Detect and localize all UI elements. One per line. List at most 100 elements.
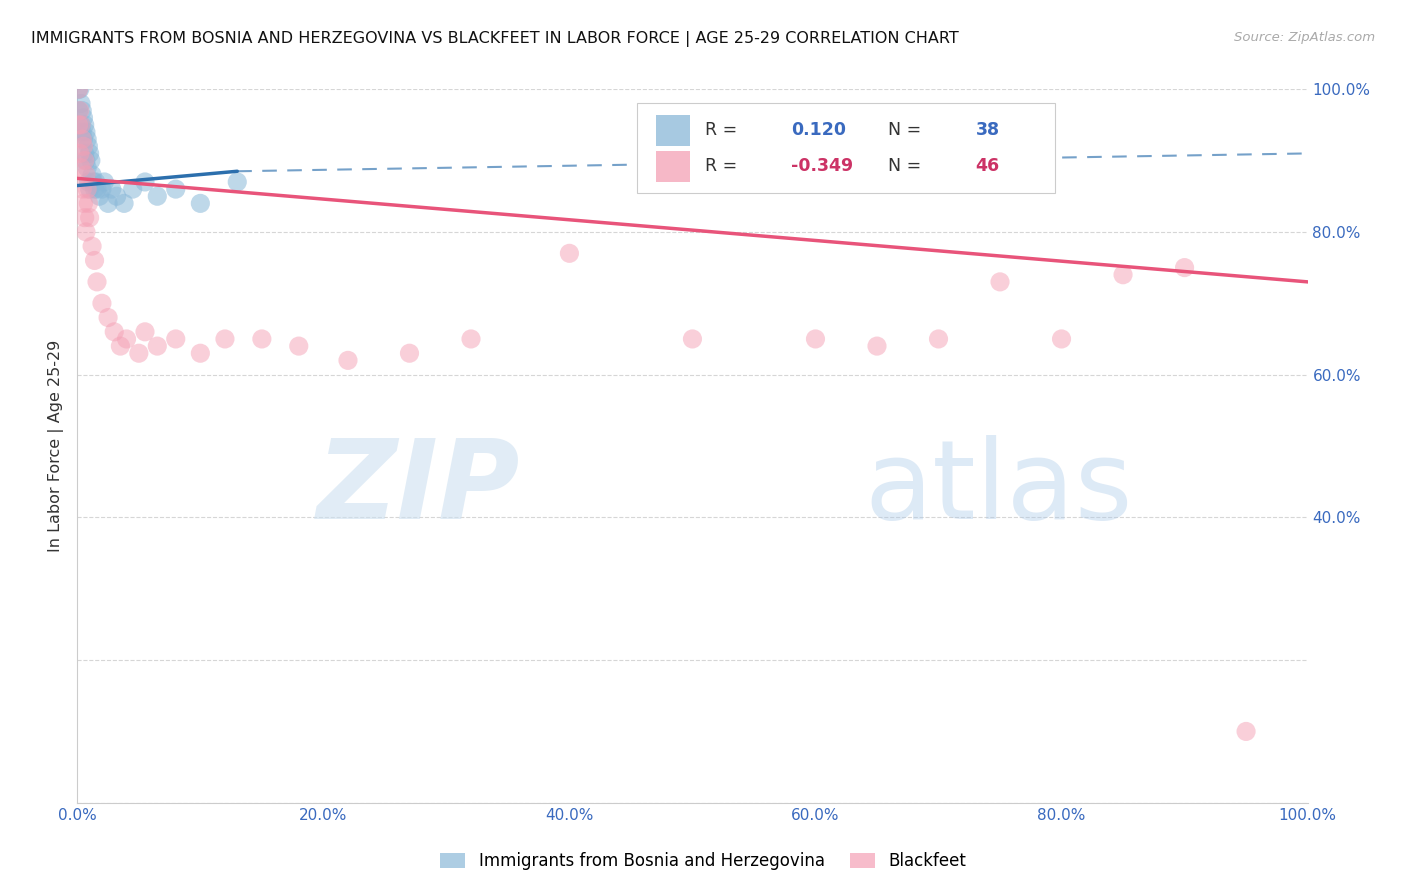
Point bbox=[214, 332, 236, 346]
Point bbox=[804, 332, 827, 346]
Point bbox=[83, 182, 105, 196]
Point bbox=[79, 146, 101, 161]
Text: R =: R = bbox=[704, 157, 742, 175]
Point bbox=[165, 182, 187, 196]
Point bbox=[83, 253, 105, 268]
FancyBboxPatch shape bbox=[637, 103, 1056, 193]
Point bbox=[80, 153, 103, 168]
Point bbox=[112, 196, 135, 211]
Text: IMMIGRANTS FROM BOSNIA AND HERZEGOVINA VS BLACKFEET IN LABOR FORCE | AGE 25-29 C: IMMIGRANTS FROM BOSNIA AND HERZEGOVINA V… bbox=[31, 31, 959, 47]
Point bbox=[146, 189, 169, 203]
Point bbox=[128, 346, 150, 360]
Point bbox=[101, 182, 124, 196]
Point bbox=[70, 103, 93, 118]
Point bbox=[67, 82, 90, 96]
Text: R =: R = bbox=[704, 121, 748, 139]
Text: -0.349: -0.349 bbox=[792, 157, 853, 175]
Point bbox=[70, 182, 93, 196]
Point bbox=[70, 132, 93, 146]
Legend: Immigrants from Bosnia and Herzegovina, Blackfeet: Immigrants from Bosnia and Herzegovina, … bbox=[433, 846, 973, 877]
Text: N =: N = bbox=[877, 157, 927, 175]
Point bbox=[90, 296, 114, 310]
Point bbox=[1112, 268, 1135, 282]
Point bbox=[121, 182, 143, 196]
Point bbox=[79, 182, 101, 196]
Point bbox=[82, 168, 104, 182]
Point bbox=[72, 111, 94, 125]
Point bbox=[67, 118, 90, 132]
Point bbox=[250, 332, 273, 346]
Text: ZIP: ZIP bbox=[316, 435, 520, 542]
Point bbox=[72, 132, 94, 146]
Point bbox=[682, 332, 704, 346]
Point bbox=[134, 325, 156, 339]
FancyBboxPatch shape bbox=[655, 151, 690, 182]
Point bbox=[72, 196, 94, 211]
Point bbox=[75, 125, 97, 139]
Text: 46: 46 bbox=[976, 157, 1000, 175]
Point bbox=[165, 332, 187, 346]
Point bbox=[73, 211, 96, 225]
Point bbox=[84, 175, 107, 189]
Point bbox=[93, 175, 115, 189]
Point bbox=[134, 175, 156, 189]
Point bbox=[76, 182, 98, 196]
Point bbox=[69, 146, 91, 161]
Text: 38: 38 bbox=[976, 121, 1000, 139]
Point bbox=[288, 339, 311, 353]
Point bbox=[86, 275, 108, 289]
Text: Source: ZipAtlas.com: Source: ZipAtlas.com bbox=[1234, 31, 1375, 45]
Point bbox=[70, 161, 93, 175]
Point bbox=[67, 103, 90, 118]
Point bbox=[97, 196, 120, 211]
Point bbox=[75, 153, 97, 168]
Point bbox=[103, 325, 125, 339]
Point bbox=[70, 96, 93, 111]
Point bbox=[73, 118, 96, 132]
Point bbox=[77, 139, 100, 153]
Point bbox=[77, 196, 100, 211]
Point bbox=[76, 132, 98, 146]
Point bbox=[1050, 332, 1073, 346]
Point bbox=[105, 189, 128, 203]
Point bbox=[97, 310, 120, 325]
Point bbox=[460, 332, 482, 346]
Point bbox=[70, 125, 93, 139]
Point bbox=[77, 175, 100, 189]
Point bbox=[226, 175, 249, 189]
Point bbox=[866, 339, 889, 353]
Point bbox=[115, 332, 138, 346]
Point bbox=[146, 339, 169, 353]
Point bbox=[73, 153, 96, 168]
Point bbox=[190, 196, 212, 211]
Point bbox=[89, 189, 111, 203]
Point bbox=[69, 103, 91, 118]
Point bbox=[69, 82, 91, 96]
Point bbox=[110, 339, 132, 353]
Point bbox=[72, 139, 94, 153]
Point bbox=[558, 246, 581, 260]
Text: atlas: atlas bbox=[865, 435, 1133, 542]
Point bbox=[1234, 724, 1257, 739]
Point bbox=[398, 346, 420, 360]
Point bbox=[86, 182, 108, 196]
Point bbox=[82, 175, 104, 189]
Point bbox=[82, 239, 104, 253]
Point bbox=[90, 182, 114, 196]
Point bbox=[988, 275, 1011, 289]
Text: 0.120: 0.120 bbox=[792, 121, 846, 139]
Point bbox=[67, 82, 90, 96]
Y-axis label: In Labor Force | Age 25-29: In Labor Force | Age 25-29 bbox=[48, 340, 65, 552]
Point bbox=[1174, 260, 1197, 275]
Point bbox=[75, 225, 97, 239]
FancyBboxPatch shape bbox=[655, 115, 690, 146]
Point bbox=[928, 332, 950, 346]
Point bbox=[79, 211, 101, 225]
Text: N =: N = bbox=[877, 121, 927, 139]
Point bbox=[75, 168, 97, 182]
Point bbox=[70, 118, 93, 132]
Point bbox=[76, 161, 98, 175]
Point bbox=[70, 118, 93, 132]
Point bbox=[73, 146, 96, 161]
Point bbox=[190, 346, 212, 360]
